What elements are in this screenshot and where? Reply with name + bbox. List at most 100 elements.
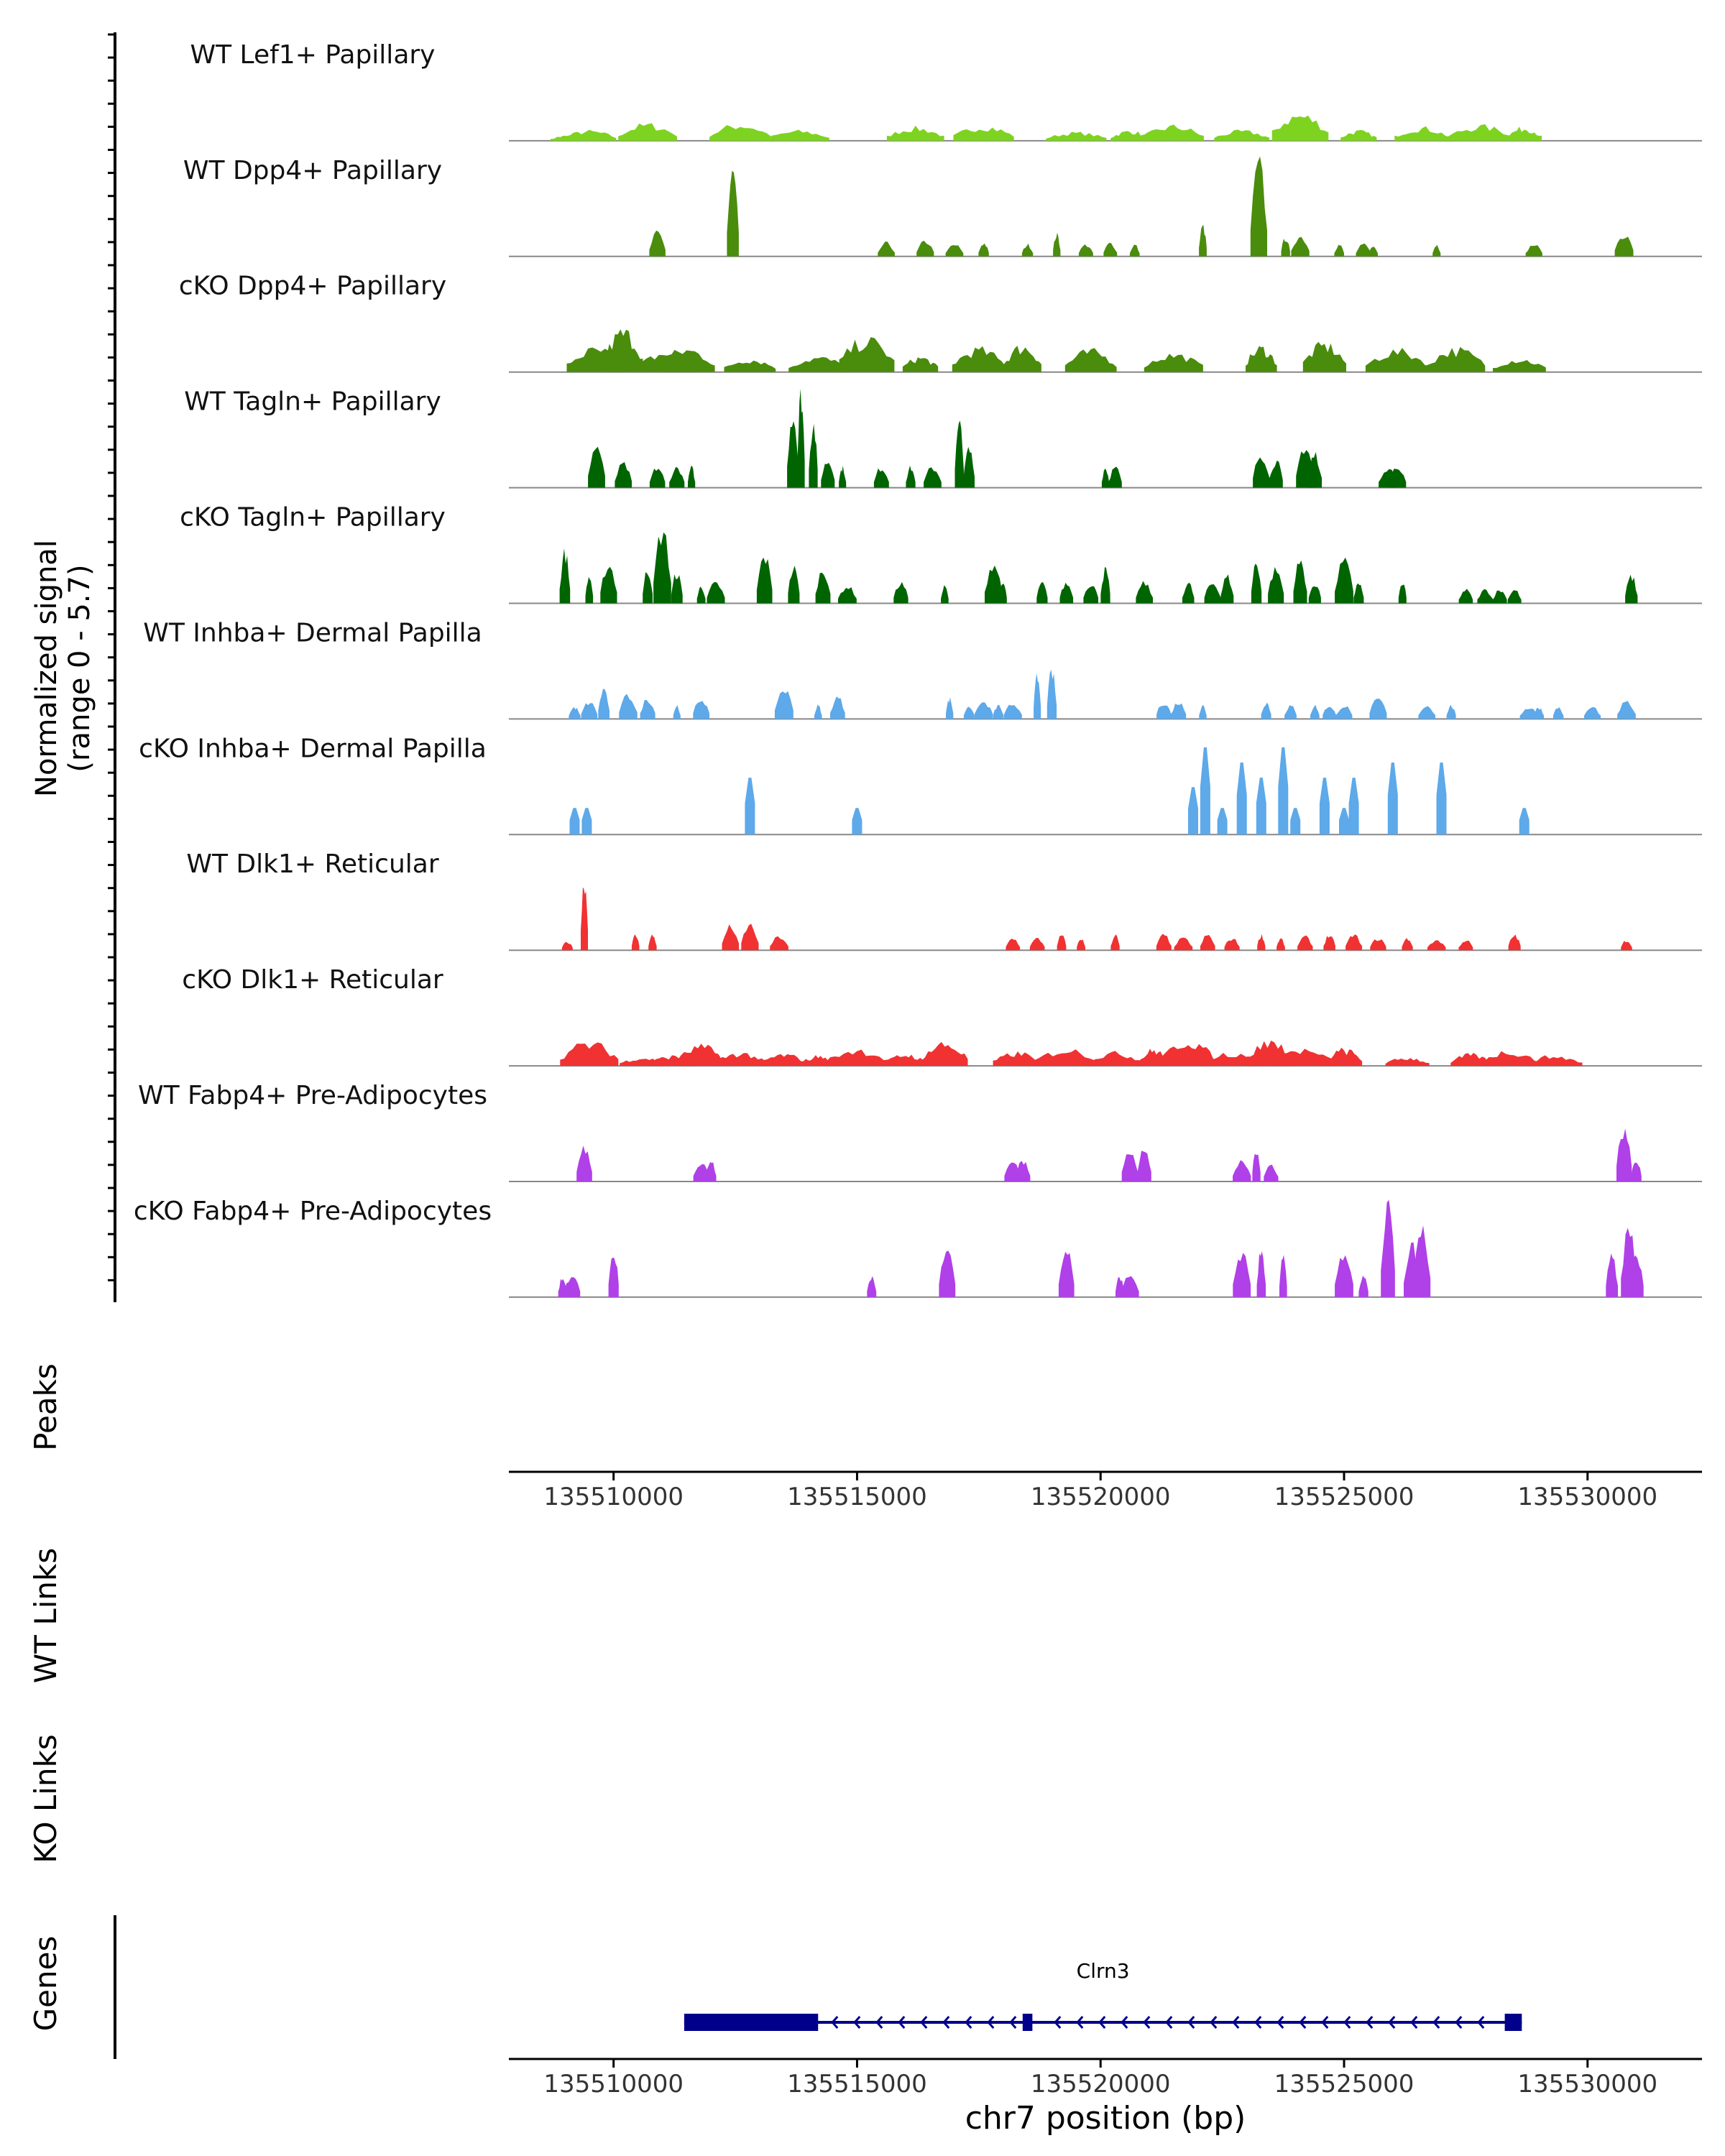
- signal-peak: [1101, 469, 1110, 488]
- signal-peak: [1156, 934, 1172, 951]
- signal-peak: [1319, 778, 1330, 835]
- signal-peak: [1188, 787, 1198, 835]
- signal-peak: [1525, 245, 1542, 257]
- signal-peak: [815, 572, 831, 604]
- signal-peak: [760, 1054, 807, 1067]
- signal-peak: [1584, 706, 1601, 719]
- signal-peak: [1278, 747, 1289, 835]
- signal-peak: [1083, 586, 1098, 604]
- signal-peak: [1110, 934, 1120, 951]
- signal-peak: [1348, 778, 1359, 835]
- signal-peak: [1322, 706, 1337, 719]
- signal-peak: [1346, 934, 1362, 951]
- signal-peak: [886, 1054, 926, 1067]
- signal-peak: [1144, 354, 1203, 372]
- signal-peak: [1446, 704, 1456, 719]
- signal-peak: [569, 706, 581, 719]
- signal-peak: [1271, 115, 1329, 141]
- signal-peak: [1506, 126, 1542, 141]
- signal-peak: [952, 346, 1006, 372]
- signal-peak: [1139, 1049, 1169, 1067]
- signal-peak: [561, 941, 573, 951]
- ko-links-label: KO Links: [28, 1734, 63, 1864]
- signal-peak: [1182, 582, 1195, 604]
- signal-peak: [1256, 778, 1266, 835]
- strand-arrow: [1410, 2016, 1418, 2029]
- signal-peak: [1252, 1153, 1261, 1181]
- signal-peak: [1381, 1199, 1395, 1297]
- signal-peak: [1290, 808, 1301, 835]
- signal-peak: [878, 241, 895, 257]
- x-tick-label: 135525000: [1274, 2070, 1414, 2099]
- signal-peak: [1143, 124, 1204, 141]
- signal-peak: [1220, 574, 1234, 604]
- signal-peak: [1307, 451, 1322, 488]
- signal-peak: [1078, 244, 1093, 257]
- signal-peak: [1458, 940, 1473, 951]
- signal-peak: [1251, 563, 1262, 604]
- signal-peak: [1310, 704, 1320, 719]
- strand-arrow: [1477, 2016, 1485, 2029]
- signal-peak: [1121, 1154, 1138, 1181]
- signal-peak: [598, 688, 610, 719]
- signal-peak: [1110, 131, 1149, 141]
- x-tick-label: 135525000: [1274, 1483, 1414, 1511]
- signal-peak: [788, 356, 848, 372]
- signal-peak: [1385, 1058, 1430, 1067]
- signal-peak: [1358, 1275, 1368, 1297]
- signal-peak: [1246, 346, 1277, 372]
- genes-label: Genes: [28, 1936, 63, 2032]
- signal-peak: [715, 1053, 765, 1067]
- x-tick-label: 135530000: [1517, 2070, 1657, 2099]
- track-label: WT Dpp4+ Papillary: [183, 156, 442, 185]
- x-tick-label: 135510000: [543, 2070, 684, 2099]
- strand-arrow: [1009, 2016, 1017, 2029]
- signal-peak: [770, 936, 788, 951]
- track-label: cKO Tagln+ Papillary: [180, 503, 446, 533]
- signal-peak: [906, 465, 916, 488]
- signal-peak: [1368, 247, 1378, 257]
- signal-peak: [1276, 938, 1285, 951]
- signal-peak: [576, 1146, 592, 1181]
- signal-peak: [588, 446, 605, 488]
- signal-peak: [677, 1044, 725, 1067]
- signal-peak: [1519, 709, 1539, 719]
- signal-peak: [1432, 244, 1441, 257]
- signal-peak: [1616, 1128, 1632, 1181]
- gene-name: Clrn3: [1077, 1959, 1130, 1983]
- signal-peak: [640, 699, 656, 719]
- signal-peak: [1629, 1255, 1644, 1297]
- signal-peak: [649, 469, 666, 488]
- signal-peak: [902, 357, 939, 372]
- signal-peak: [1279, 1255, 1287, 1297]
- signal-peak: [921, 1041, 968, 1067]
- x-axis-label: chr7 position (bp): [965, 2100, 1246, 2137]
- signal-peak: [1394, 126, 1450, 141]
- signal-peak: [1507, 590, 1522, 604]
- signal-peak: [830, 696, 845, 719]
- signal-peak: [814, 704, 822, 719]
- signal-peak: [999, 584, 1007, 604]
- signal-peak: [1325, 1047, 1363, 1067]
- signal-peak: [1389, 469, 1407, 488]
- signal-peak: [916, 240, 934, 257]
- signal-peak: [705, 1161, 717, 1181]
- signal-peak: [1199, 224, 1207, 257]
- signal-peak: [1524, 1055, 1583, 1067]
- signal-peak: [821, 463, 835, 488]
- signal-peak: [1353, 583, 1364, 604]
- signal-peak: [1617, 701, 1636, 719]
- signal-peak: [1281, 239, 1290, 257]
- signal-peak: [1006, 939, 1021, 951]
- signal-peak: [1236, 763, 1247, 835]
- signal-peak: [1413, 1225, 1431, 1297]
- track-label: cKO Dpp4+ Papillary: [179, 272, 446, 301]
- signal-peak: [653, 532, 671, 604]
- signal-peak: [608, 1257, 619, 1297]
- signal-peak: [1087, 1051, 1144, 1067]
- signal-peak: [809, 423, 818, 488]
- signal-peak: [1204, 584, 1221, 604]
- signal-peak: [1284, 705, 1297, 719]
- signal-peak: [953, 127, 1014, 141]
